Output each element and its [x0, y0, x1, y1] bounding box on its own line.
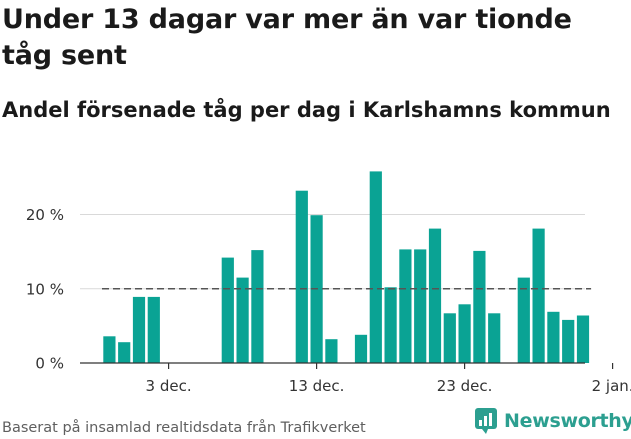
newsworthy-logo-icon	[475, 408, 497, 434]
x-axis	[80, 362, 614, 369]
bar	[147, 296, 160, 363]
tick-labels: 0 % 10 % 20 % 3 dec. 13 dec. 23 dec. 2 jan.	[26, 206, 631, 395]
bar	[562, 319, 575, 363]
bar	[251, 250, 264, 363]
source-note: Baserat på insamlad realtidsdata från Tr…	[2, 420, 366, 436]
bar	[354, 334, 368, 363]
bars	[103, 171, 590, 363]
bar	[443, 313, 456, 363]
bar	[517, 277, 530, 363]
y-tick-label: 20 %	[26, 206, 64, 224]
bar	[384, 287, 397, 363]
y-tick-label: 10 %	[26, 280, 64, 298]
gridlines	[80, 214, 585, 290]
x-tick-label: 3 dec.	[146, 377, 192, 395]
chart-title: Under 13 dagar var mer än var tionde tåg…	[2, 4, 572, 71]
x-tick-label: 13 dec.	[289, 377, 345, 395]
bar	[236, 277, 249, 363]
bar	[576, 315, 590, 363]
bar	[221, 257, 234, 363]
bar	[414, 249, 427, 363]
bar	[295, 190, 308, 363]
bar	[118, 342, 131, 363]
brand-logo[interactable]: Newsworthy	[474, 407, 631, 435]
bar	[103, 336, 116, 363]
y-tick-label: 0 %	[35, 355, 64, 373]
x-tick-label: 23 dec.	[437, 377, 493, 395]
bar	[532, 228, 545, 363]
bar	[458, 304, 471, 363]
x-tick-label: 2 jan.	[592, 377, 631, 395]
brand-name: Newsworthy	[504, 410, 631, 432]
bar	[473, 250, 486, 363]
bar	[369, 171, 382, 363]
bar	[132, 296, 146, 363]
bar	[428, 228, 442, 363]
bar	[488, 313, 501, 363]
bar	[547, 311, 560, 363]
bar	[325, 339, 338, 363]
chart-subtitle: Andel försenade tåg per dag i Karlshamns…	[2, 98, 611, 122]
bar	[399, 249, 412, 363]
